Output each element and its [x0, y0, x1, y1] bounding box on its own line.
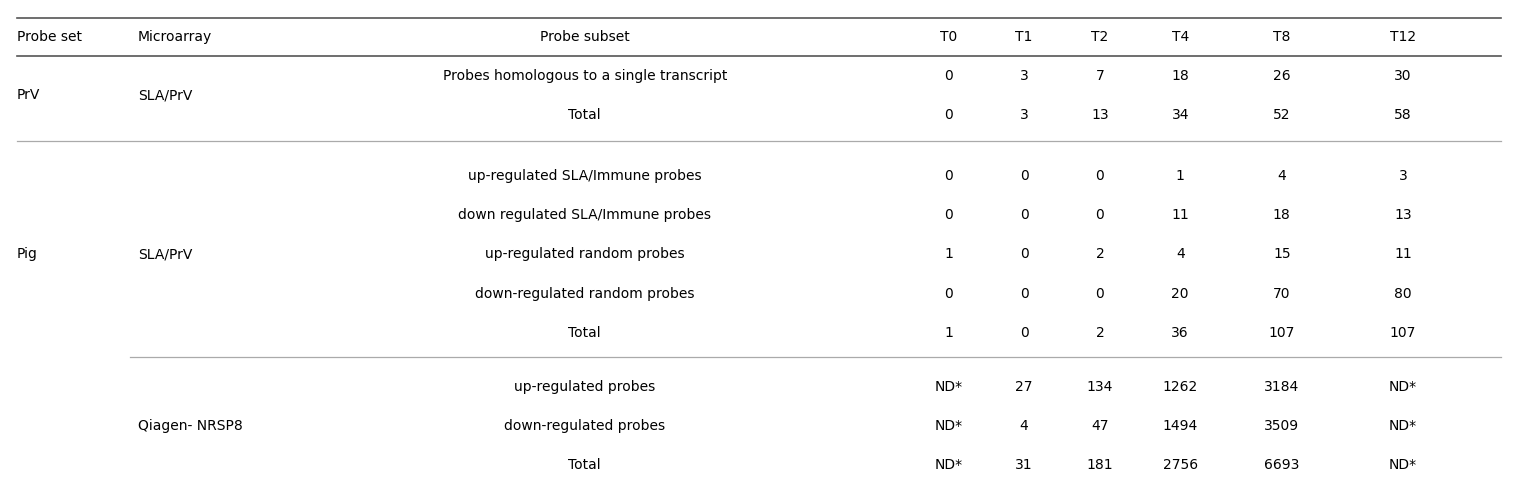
- Text: 1494: 1494: [1163, 419, 1198, 433]
- Text: up-regulated random probes: up-regulated random probes: [484, 247, 685, 261]
- Text: 0: 0: [1020, 169, 1029, 183]
- Text: ND*: ND*: [935, 458, 962, 472]
- Text: ND*: ND*: [935, 380, 962, 394]
- Text: 52: 52: [1274, 108, 1290, 122]
- Text: 3184: 3184: [1264, 380, 1299, 394]
- Text: T1: T1: [1016, 30, 1032, 44]
- Text: 0: 0: [944, 169, 953, 183]
- Text: 30: 30: [1394, 68, 1412, 83]
- Text: Pig: Pig: [17, 247, 38, 261]
- Text: 0: 0: [944, 208, 953, 222]
- Text: up-regulated SLA/Immune probes: up-regulated SLA/Immune probes: [468, 169, 701, 183]
- Text: down regulated SLA/Immune probes: down regulated SLA/Immune probes: [458, 208, 712, 222]
- Text: 107: 107: [1390, 326, 1416, 340]
- Text: 3: 3: [1020, 68, 1029, 83]
- Text: SLA/PrV: SLA/PrV: [138, 88, 193, 102]
- Text: 0: 0: [944, 108, 953, 122]
- Text: 1: 1: [944, 326, 953, 340]
- Text: Probe set: Probe set: [17, 30, 82, 44]
- Text: 0: 0: [1096, 169, 1104, 183]
- Text: 18: 18: [1172, 68, 1189, 83]
- Text: 70: 70: [1274, 287, 1290, 301]
- Text: 80: 80: [1394, 287, 1412, 301]
- Text: 0: 0: [1020, 287, 1029, 301]
- Text: 11: 11: [1172, 208, 1189, 222]
- Text: 0: 0: [1096, 208, 1104, 222]
- Text: ND*: ND*: [1389, 380, 1416, 394]
- Text: 18: 18: [1274, 208, 1290, 222]
- Text: 58: 58: [1394, 108, 1412, 122]
- Text: 36: 36: [1172, 326, 1189, 340]
- Text: ND*: ND*: [1389, 419, 1416, 433]
- Text: Total: Total: [568, 458, 601, 472]
- Text: 0: 0: [944, 287, 953, 301]
- Text: 3: 3: [1020, 108, 1029, 122]
- Text: T0: T0: [940, 30, 956, 44]
- Text: 34: 34: [1172, 108, 1189, 122]
- Text: Probe subset: Probe subset: [540, 30, 630, 44]
- Text: 107: 107: [1269, 326, 1295, 340]
- Text: 31: 31: [1016, 458, 1032, 472]
- Text: 13: 13: [1394, 208, 1412, 222]
- Text: 181: 181: [1087, 458, 1113, 472]
- Text: 1262: 1262: [1163, 380, 1198, 394]
- Text: 0: 0: [1020, 247, 1029, 261]
- Text: 47: 47: [1091, 419, 1108, 433]
- Text: 20: 20: [1172, 287, 1189, 301]
- Text: 13: 13: [1091, 108, 1108, 122]
- Text: up-regulated probes: up-regulated probes: [515, 380, 656, 394]
- Text: 0: 0: [944, 68, 953, 83]
- Text: T8: T8: [1274, 30, 1290, 44]
- Text: 1: 1: [1176, 169, 1184, 183]
- Text: 0: 0: [1096, 287, 1104, 301]
- Text: 3: 3: [1398, 169, 1407, 183]
- Text: 4: 4: [1277, 169, 1286, 183]
- Text: 0: 0: [1020, 326, 1029, 340]
- Text: PrV: PrV: [17, 88, 39, 102]
- Text: 134: 134: [1087, 380, 1113, 394]
- Text: 11: 11: [1394, 247, 1412, 261]
- Text: 6693: 6693: [1264, 458, 1299, 472]
- Text: Total: Total: [568, 108, 601, 122]
- Text: ND*: ND*: [935, 419, 962, 433]
- Text: T12: T12: [1390, 30, 1416, 44]
- Text: Microarray: Microarray: [138, 30, 213, 44]
- Text: 15: 15: [1274, 247, 1290, 261]
- Text: 2756: 2756: [1163, 458, 1198, 472]
- Text: ND*: ND*: [1389, 458, 1416, 472]
- Text: 2: 2: [1096, 326, 1104, 340]
- Text: Total: Total: [568, 326, 601, 340]
- Text: T4: T4: [1172, 30, 1189, 44]
- Text: 7: 7: [1096, 68, 1104, 83]
- Text: 4: 4: [1020, 419, 1029, 433]
- Text: 1: 1: [944, 247, 953, 261]
- Text: T2: T2: [1091, 30, 1108, 44]
- Text: 0: 0: [1020, 208, 1029, 222]
- Text: Qiagen- NRSP8: Qiagen- NRSP8: [138, 419, 243, 433]
- Text: 26: 26: [1274, 68, 1290, 83]
- Text: 27: 27: [1016, 380, 1032, 394]
- Text: 3509: 3509: [1264, 419, 1299, 433]
- Text: Probes homologous to a single transcript: Probes homologous to a single transcript: [443, 68, 727, 83]
- Text: 4: 4: [1176, 247, 1184, 261]
- Text: 2: 2: [1096, 247, 1104, 261]
- Text: down-regulated random probes: down-regulated random probes: [475, 287, 695, 301]
- Text: SLA/PrV: SLA/PrV: [138, 247, 193, 261]
- Text: down-regulated probes: down-regulated probes: [504, 419, 665, 433]
